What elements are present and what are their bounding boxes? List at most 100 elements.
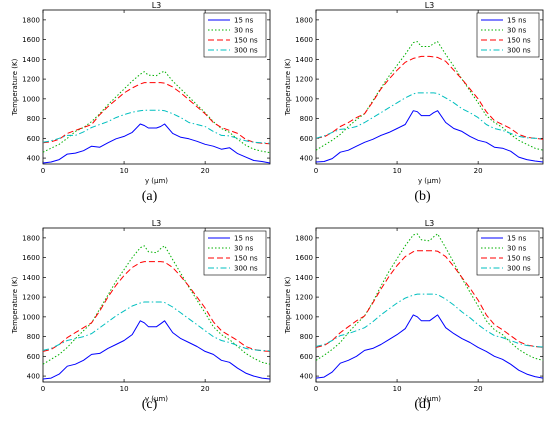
series-line-300-ns xyxy=(315,92,544,140)
series-line-15-ns xyxy=(315,110,544,163)
y-tick-label: 1800 xyxy=(295,234,313,242)
panel-caption: (b) xyxy=(414,189,431,204)
x-tick-label: 10 xyxy=(120,167,129,175)
y-tick-label: 400 xyxy=(300,373,313,381)
plot-frame xyxy=(42,227,271,383)
y-tick-label: 800 xyxy=(27,115,40,123)
y-tick-label: 600 xyxy=(27,353,40,361)
x-tick-label: 0 xyxy=(41,385,45,393)
chart-panel-2: L3 400 600 800 1000 1200 1400 1600 1800 0 10 20 y (μ… xyxy=(284,1,544,204)
x-axis-label: y (μm) xyxy=(418,177,441,185)
legend-label: 300 ns xyxy=(507,47,531,55)
x-tick-label: 10 xyxy=(120,385,129,393)
series-line-15-ns xyxy=(42,123,271,164)
x-tick-label: 10 xyxy=(393,167,402,175)
series-line-15-ns xyxy=(315,314,544,379)
legend-label: 30 ns xyxy=(507,27,527,35)
legend: 15 ns 30 ns 150 ns 300 ns xyxy=(203,12,267,58)
legend: 15 ns 30 ns 150 ns 300 ns xyxy=(476,12,540,58)
legend-label: 15 ns xyxy=(234,17,254,25)
plot-frame xyxy=(315,9,544,165)
y-tick-label: 600 xyxy=(27,135,40,143)
x-tick-label: 20 xyxy=(201,385,210,393)
series-line-15-ns xyxy=(42,320,271,380)
y-tick-label: 1000 xyxy=(22,313,40,321)
y-tick-label: 1600 xyxy=(22,36,40,44)
y-axis-label: Temperature (K) xyxy=(284,58,292,116)
panel-caption: (d) xyxy=(414,397,431,412)
x-tick-label: 0 xyxy=(314,385,318,393)
series-line-300-ns xyxy=(42,109,271,144)
chart-title: L3 xyxy=(425,219,435,228)
y-axis-label: Temperature (K) xyxy=(11,276,19,334)
x-tick-label: 0 xyxy=(314,167,318,175)
legend: 15 ns 30 ns 150 ns 300 ns xyxy=(203,230,267,276)
legend-label: 300 ns xyxy=(507,265,531,273)
y-tick-label: 1600 xyxy=(295,36,313,44)
legend-label: 15 ns xyxy=(507,17,527,25)
legend-label: 15 ns xyxy=(234,235,254,243)
legend-label: 300 ns xyxy=(234,265,258,273)
legend-label: 30 ns xyxy=(234,245,254,253)
x-tick-label: 20 xyxy=(474,385,483,393)
series-line-150-ns xyxy=(315,250,544,348)
y-tick-label: 1400 xyxy=(22,274,40,282)
x-axis-label: y (μm) xyxy=(145,395,168,403)
y-tick-label: 400 xyxy=(27,155,40,163)
series-line-150-ns xyxy=(42,261,271,352)
chart-panel-3: L3 400 600 800 1000 1200 1400 1600 1800 0 10 20 y (μ… xyxy=(11,219,271,412)
legend-label: 150 ns xyxy=(507,255,531,263)
legend-label: 300 ns xyxy=(234,47,258,55)
series-line-30-ns xyxy=(42,70,271,154)
legend-label: 30 ns xyxy=(507,245,527,253)
legend-label: 15 ns xyxy=(507,235,527,243)
chart-title: L3 xyxy=(425,1,435,10)
series-line-30-ns xyxy=(42,245,271,365)
x-tick-label: 20 xyxy=(201,167,210,175)
y-tick-label: 1600 xyxy=(22,254,40,262)
y-tick-label: 1600 xyxy=(295,254,313,262)
series-line-300-ns xyxy=(315,293,544,348)
y-tick-label: 600 xyxy=(300,135,313,143)
y-tick-label: 400 xyxy=(300,155,313,163)
legend-label: 150 ns xyxy=(234,255,258,263)
y-tick-label: 1000 xyxy=(295,313,313,321)
y-tick-label: 1200 xyxy=(295,294,313,302)
y-tick-label: 1400 xyxy=(22,56,40,64)
series-line-150-ns xyxy=(315,55,544,140)
y-axis-label: Temperature (K) xyxy=(11,58,19,116)
panel-caption: (a) xyxy=(142,189,158,204)
y-tick-label: 1200 xyxy=(22,294,40,302)
y-tick-label: 1200 xyxy=(295,76,313,84)
chart-title: L3 xyxy=(152,219,162,228)
x-tick-label: 10 xyxy=(393,385,402,393)
y-tick-label: 1800 xyxy=(295,16,313,24)
y-tick-label: 600 xyxy=(300,353,313,361)
series-line-30-ns xyxy=(315,41,544,151)
y-tick-label: 1800 xyxy=(22,16,40,24)
y-tick-label: 1800 xyxy=(22,234,40,242)
series-line-30-ns xyxy=(315,233,544,361)
x-tick-label: 0 xyxy=(41,167,45,175)
y-tick-label: 1000 xyxy=(295,95,313,103)
series-line-300-ns xyxy=(42,301,271,352)
plot-frame xyxy=(315,227,544,383)
chart-title: L3 xyxy=(152,1,162,10)
x-axis-label: y (μm) xyxy=(145,177,168,185)
legend-label: 150 ns xyxy=(507,37,531,45)
y-tick-label: 400 xyxy=(27,373,40,381)
plot-frame xyxy=(42,9,271,165)
y-tick-label: 800 xyxy=(300,333,313,341)
x-tick-label: 20 xyxy=(474,167,483,175)
y-tick-label: 800 xyxy=(27,333,40,341)
chart-panel-4: L3 400 600 800 1000 1200 1400 1600 1800 0 10 20 y (μ… xyxy=(284,219,544,412)
chart-panel-1: L3 400 600 800 1000 1200 1400 1600 1800 0 10 20 y (μ… xyxy=(11,1,271,204)
y-tick-label: 1000 xyxy=(22,95,40,103)
y-tick-label: 800 xyxy=(300,115,313,123)
y-tick-label: 1400 xyxy=(295,274,313,282)
y-tick-label: 1200 xyxy=(22,76,40,84)
legend: 15 ns 30 ns 150 ns 300 ns xyxy=(476,230,540,276)
y-axis-label: Temperature (K) xyxy=(284,276,292,334)
